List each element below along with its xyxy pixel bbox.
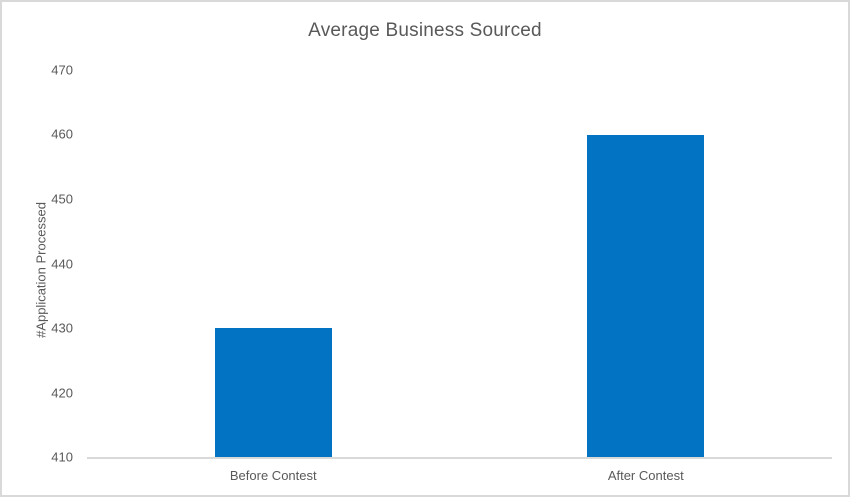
x-category-label-after-contest: After Contest	[607, 468, 684, 483]
plot-area	[87, 70, 832, 459]
y-tick-label-440: 440	[51, 256, 73, 271]
y-tick-label-450: 450	[51, 191, 73, 207]
y-tick-label-420: 420	[51, 385, 73, 400]
y-tick-label-410: 410	[51, 449, 73, 465]
bar-before-contest	[214, 328, 332, 457]
y-tick-label-430: 430	[51, 320, 73, 336]
x-axis-category-labels: Before Contest After Contest	[87, 468, 832, 488]
y-tick-label-470: 470	[51, 62, 73, 78]
y-axis-tick-labels: 470 460 450 440 430 420 410	[2, 64, 73, 464]
x-category-label-before-contest: Before Contest	[229, 468, 317, 483]
bar-after-contest	[587, 134, 705, 457]
chart-title: Average Business Sourced	[308, 20, 542, 41]
y-tick-label-460: 460	[51, 126, 73, 142]
x-axis-line	[87, 457, 832, 459]
